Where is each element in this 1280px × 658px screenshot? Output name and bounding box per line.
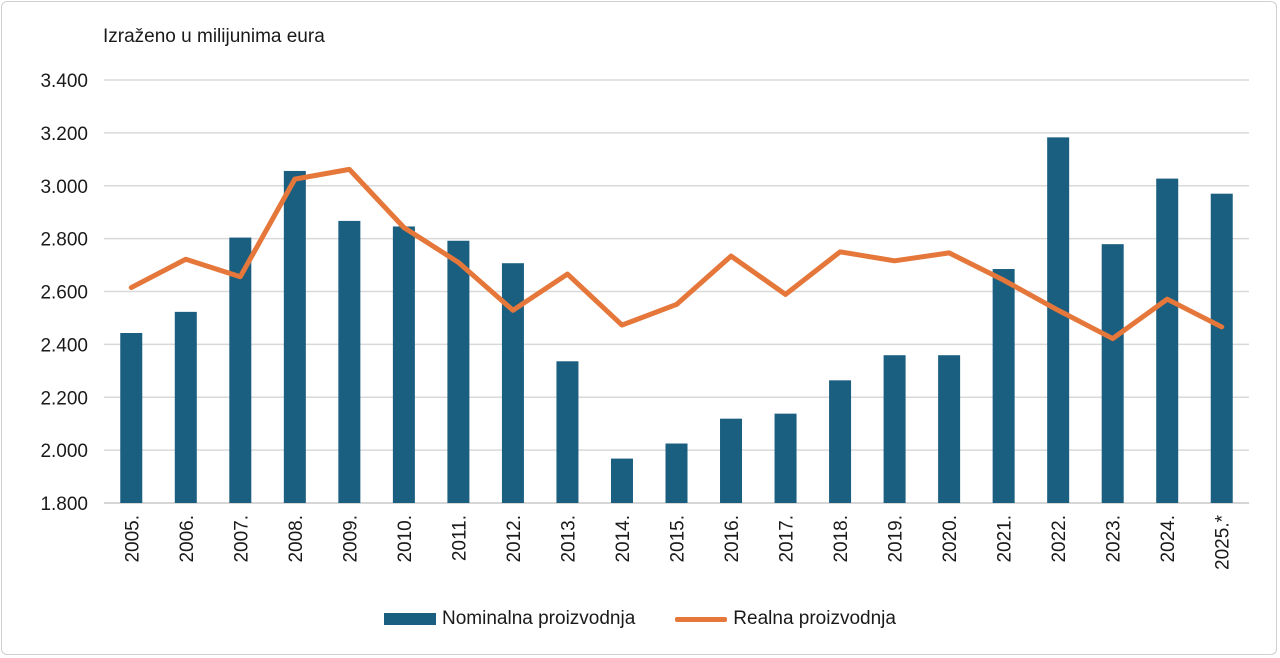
x-tick-label: 2015. (668, 515, 689, 563)
bar-nominal-2008. (283, 170, 306, 503)
bar-nominal-2022. (1047, 137, 1070, 503)
bar-nominal-2018. (829, 380, 852, 503)
x-tick-label: 2024. (1158, 515, 1179, 563)
bar-nominal-2005. (120, 333, 143, 503)
bar-nominal-2010. (392, 226, 415, 503)
x-tick-label: 2019. (886, 515, 907, 563)
y-tick-label: 1.800 (40, 494, 88, 515)
x-tick-label: 2016. (722, 515, 743, 563)
bar-nominal-2009. (338, 220, 361, 504)
x-tick-label: 2014. (613, 515, 634, 563)
y-tick-label: 2.800 (40, 230, 88, 251)
y-axis-unit-label: Izraženo u milijunima eura (103, 26, 325, 47)
legend-item-nominal: Nominalna proizvodnja (384, 608, 635, 630)
y-tick-label: 2.000 (40, 441, 88, 462)
bar-nominal-2012. (501, 263, 524, 503)
y-tick-label: 3.000 (40, 177, 88, 198)
x-tick-label: 2022. (1049, 515, 1070, 563)
bar-nominal-2017. (774, 413, 797, 503)
x-tick-label: 2017. (777, 515, 798, 563)
bar-nominal-2024. (1156, 178, 1179, 503)
y-tick-label: 2.600 (40, 283, 88, 304)
bar-nominal-2006. (174, 311, 197, 503)
bar-nominal-2019. (883, 355, 906, 503)
y-tick-label: 3.200 (40, 124, 88, 145)
legend-swatch-bar (384, 613, 437, 625)
x-tick-label: 2010. (395, 515, 416, 563)
x-tick-label: 2021. (995, 515, 1016, 563)
x-tick-label: 2012. (504, 515, 525, 563)
bar-nominal-2025.* (1210, 193, 1233, 503)
x-tick-label: 2007. (231, 515, 252, 563)
legend-label: Realna proizvodnja (733, 608, 896, 629)
bar-nominal-2013. (556, 361, 579, 503)
bar-nominal-2023. (1101, 244, 1124, 503)
legend-label: Nominalna proizvodnja (442, 608, 636, 629)
x-tick-label: 2008. (286, 515, 307, 563)
bar-nominal-2016. (720, 418, 743, 503)
legend-item-real: Realna proizvodnja (675, 608, 896, 630)
y-tick-label: 2.400 (40, 335, 88, 356)
legend: Nominalna proizvodnja Realna proizvodnja (0, 608, 1280, 630)
x-tick-label: 2025.* (1213, 514, 1234, 570)
y-tick-label: 3.400 (40, 71, 88, 92)
x-tick-label: 2006. (177, 515, 198, 563)
x-tick-label: 2011. (449, 515, 470, 561)
x-tick-label: 2013. (558, 515, 579, 563)
legend-swatch-line (675, 616, 728, 622)
y-tick-label: 2.200 (40, 388, 88, 409)
bar-nominal-2020. (938, 355, 961, 503)
bar-nominal-2011. (447, 240, 470, 504)
bar-nominal-2021. (992, 269, 1015, 503)
x-tick-label: 2005. (122, 515, 143, 563)
x-tick-label: 2009. (340, 515, 361, 563)
bar-nominal-2014. (610, 458, 633, 503)
x-tick-label: 2018. (831, 515, 852, 563)
x-tick-label: 2023. (1104, 515, 1125, 563)
x-tick-label: 2020. (940, 515, 961, 563)
bar-nominal-2007. (229, 237, 252, 503)
bar-nominal-2015. (665, 443, 688, 503)
